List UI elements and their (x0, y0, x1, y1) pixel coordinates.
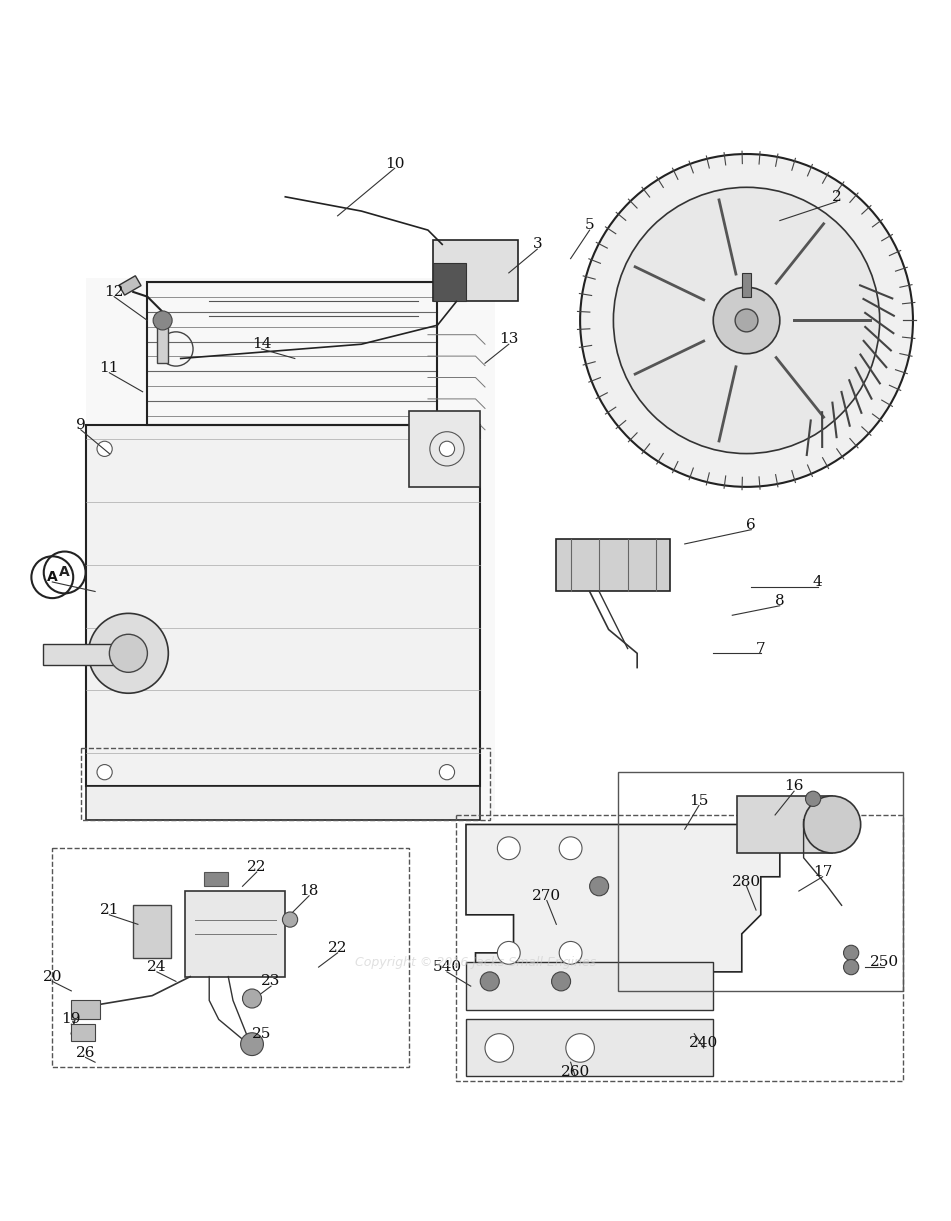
Text: 11: 11 (100, 361, 119, 375)
Text: 25: 25 (252, 1027, 271, 1040)
Circle shape (97, 764, 112, 780)
Text: 240: 240 (689, 1037, 718, 1050)
Text: 4: 4 (813, 575, 823, 589)
Text: A: A (59, 565, 70, 580)
Text: 23: 23 (262, 974, 281, 988)
Polygon shape (466, 824, 780, 991)
Text: 17: 17 (813, 864, 832, 879)
Bar (71, 1000, 100, 1020)
Circle shape (805, 791, 821, 806)
Circle shape (153, 311, 172, 330)
Bar (133, 905, 171, 957)
Bar (456, 814, 903, 1082)
Text: Copyright © 2016 Jacks Small Engines: Copyright © 2016 Jacks Small Engines (355, 956, 596, 969)
Bar (71, 1024, 95, 1042)
Text: 250: 250 (870, 955, 899, 969)
Bar (433, 264, 466, 302)
Circle shape (713, 287, 780, 354)
Circle shape (844, 945, 859, 961)
Circle shape (566, 1034, 594, 1062)
Bar (618, 772, 903, 991)
Text: 8: 8 (775, 593, 785, 608)
Circle shape (559, 941, 582, 965)
Text: 7: 7 (756, 641, 766, 656)
Bar (409, 410, 480, 487)
Circle shape (480, 972, 499, 991)
Circle shape (485, 1034, 514, 1062)
Circle shape (282, 912, 298, 927)
Text: 15: 15 (689, 794, 708, 808)
Text: 10: 10 (385, 156, 404, 171)
Text: 3: 3 (533, 237, 542, 252)
Text: 19: 19 (62, 1012, 81, 1027)
Circle shape (439, 764, 455, 780)
Bar (433, 239, 518, 302)
Polygon shape (86, 786, 480, 819)
Circle shape (243, 989, 262, 1009)
Circle shape (844, 960, 859, 974)
Circle shape (109, 634, 147, 673)
Text: 16: 16 (785, 779, 804, 794)
Text: 9: 9 (76, 418, 86, 432)
Text: 6: 6 (747, 518, 756, 532)
Text: 13: 13 (499, 332, 518, 347)
Circle shape (88, 613, 168, 694)
Bar (556, 540, 670, 591)
Text: 2: 2 (832, 189, 842, 204)
Bar (185, 891, 285, 977)
Bar (204, 872, 228, 886)
Circle shape (590, 877, 609, 896)
Text: 21: 21 (100, 904, 119, 917)
Text: 18: 18 (300, 884, 319, 897)
Text: 24: 24 (147, 960, 166, 974)
Circle shape (439, 441, 455, 457)
Text: 270: 270 (533, 889, 561, 902)
Bar (466, 1020, 713, 1077)
Circle shape (97, 441, 112, 457)
Circle shape (497, 836, 520, 860)
Text: 22: 22 (247, 861, 266, 874)
Bar (43, 643, 128, 664)
Text: 260: 260 (561, 1065, 590, 1078)
Text: 26: 26 (76, 1045, 95, 1060)
Text: 5: 5 (585, 219, 594, 232)
Circle shape (241, 1033, 263, 1056)
Circle shape (735, 309, 758, 332)
Text: 280: 280 (732, 874, 761, 889)
Bar (147, 282, 437, 425)
Bar (119, 276, 141, 295)
Bar (742, 274, 751, 297)
Bar (86, 277, 495, 819)
Text: 540: 540 (433, 960, 461, 974)
Text: 20: 20 (43, 969, 62, 984)
Text: A: A (47, 570, 58, 584)
Circle shape (559, 836, 582, 860)
Bar (86, 425, 480, 786)
Circle shape (580, 154, 913, 487)
Text: 14: 14 (252, 337, 271, 352)
Bar (157, 325, 168, 363)
Text: 22: 22 (328, 941, 347, 955)
Bar (737, 796, 832, 853)
Text: 12: 12 (105, 284, 124, 299)
Circle shape (804, 796, 861, 853)
Circle shape (613, 187, 880, 453)
Circle shape (497, 941, 520, 965)
Circle shape (552, 972, 571, 991)
Bar (52, 849, 409, 1067)
Bar (466, 962, 713, 1010)
Bar (81, 748, 490, 819)
